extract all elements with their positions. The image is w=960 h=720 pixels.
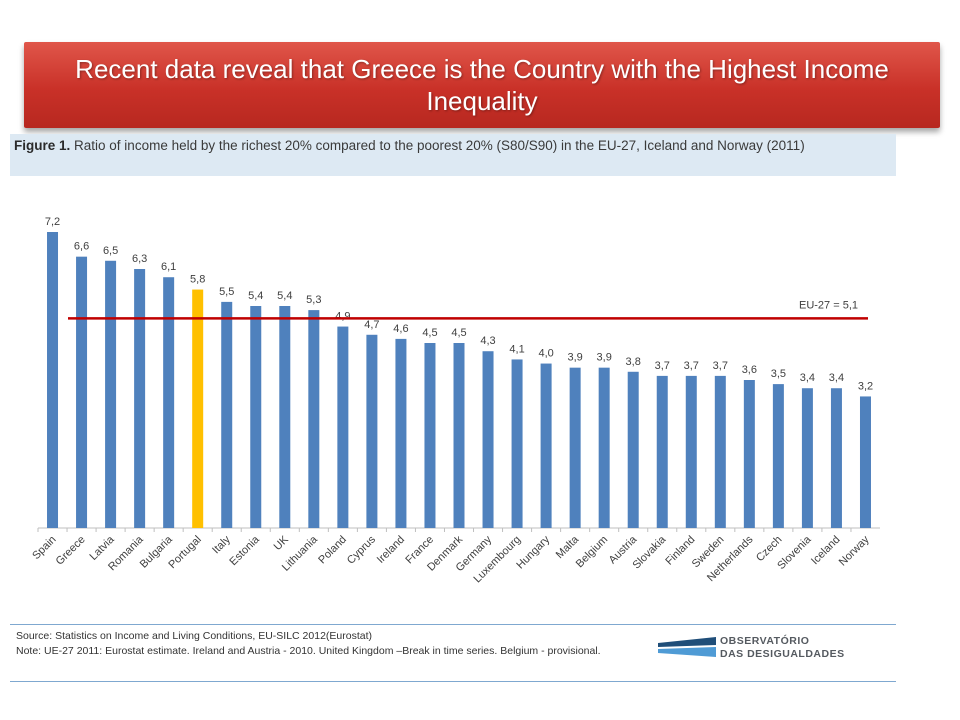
data-label: 3,7 — [655, 360, 670, 372]
bar-norway — [859, 396, 871, 528]
bar-finland — [685, 375, 697, 528]
data-label: 3,6 — [742, 364, 757, 376]
category-label: Cyprus — [345, 533, 378, 566]
bar-germany — [482, 351, 494, 528]
bar-sweden — [714, 375, 726, 528]
bar-slovakia — [656, 375, 668, 528]
category-label: Norway — [837, 533, 872, 568]
bar-belgium — [598, 367, 610, 528]
bar-hungary — [540, 363, 552, 528]
data-label: 4,7 — [364, 319, 379, 331]
data-label: 5,8 — [190, 274, 205, 286]
data-label: 5,3 — [306, 294, 321, 306]
chart-footer: Source: Statistics on Income and Living … — [10, 624, 896, 682]
category-label: Italy — [210, 533, 233, 556]
data-label: 4,5 — [422, 327, 437, 339]
bar-bulgaria — [163, 277, 175, 528]
income-ratio-bar-chart: 7,2Spain6,6Greece6,5Latvia6,3Romania6,1B… — [30, 216, 880, 585]
data-label: 4,5 — [451, 327, 466, 339]
data-label: 3,7 — [684, 360, 699, 372]
page-title: Recent data reveal that Greece is the Co… — [75, 54, 889, 116]
bar-czech — [772, 384, 784, 528]
bar-spain — [47, 232, 59, 528]
data-label: 6,6 — [74, 241, 89, 253]
data-label: 3,2 — [858, 380, 873, 392]
bar-iceland — [830, 388, 842, 528]
category-label: Belgium — [574, 534, 611, 571]
bar-denmark — [453, 343, 465, 528]
bar-latvia — [105, 260, 117, 528]
category-label: UK — [272, 533, 292, 553]
bar-uk — [279, 306, 291, 528]
logo-text: OBSERVATÓRIO DAS DESIGUALDADES — [720, 635, 845, 661]
data-label: 4,6 — [393, 323, 408, 335]
data-label: 7,2 — [45, 216, 60, 228]
data-label: 4,0 — [538, 348, 553, 360]
data-label: 3,4 — [800, 372, 815, 384]
bar-malta — [569, 367, 581, 528]
data-label: 4,3 — [480, 335, 495, 347]
bar-france — [424, 343, 436, 528]
bar-romania — [134, 269, 146, 528]
bar-lithuania — [308, 310, 320, 528]
data-label: 4,1 — [509, 343, 524, 355]
bar-estonia — [250, 306, 262, 528]
data-label: 6,5 — [103, 245, 118, 257]
logo-mark-icon — [658, 637, 716, 657]
data-label: 3,9 — [597, 352, 612, 364]
data-label: 3,9 — [567, 352, 582, 364]
figure-label: Figure 1. — [14, 138, 71, 153]
data-label: 5,4 — [277, 290, 292, 302]
logo-line-2: DAS DESIGUALDADES — [720, 648, 845, 660]
bar-greece — [76, 256, 88, 528]
bar-portugal — [192, 289, 204, 528]
data-label: 3,4 — [829, 372, 844, 384]
category-label: Portugal — [166, 534, 203, 571]
data-label: 4,9 — [335, 311, 350, 323]
logo-line-1: OBSERVATÓRIO — [720, 635, 810, 647]
bar-ireland — [395, 338, 407, 528]
category-label: Ireland — [375, 534, 407, 566]
category-label: Greece — [54, 534, 88, 568]
bar-poland — [337, 326, 349, 528]
observatorio-logo: OBSERVATÓRIO DAS DESIGUALDADES — [658, 633, 888, 665]
bar-cyprus — [366, 334, 378, 528]
bar-italy — [221, 301, 233, 528]
data-label: 5,4 — [248, 290, 263, 302]
note-text: Note: UE-27 2011: Eurostat estimate. Ire… — [16, 645, 601, 657]
data-label: 5,5 — [219, 286, 234, 298]
bar-slovenia — [801, 388, 813, 528]
bar-luxembourg — [511, 359, 523, 528]
figure-caption: Figure 1. Ratio of income held by the ri… — [10, 134, 896, 176]
category-label: Slovakia — [630, 533, 669, 572]
bar-austria — [627, 371, 639, 528]
eu27-average-label: EU-27 = 5,1 — [799, 299, 858, 311]
category-label: Poland — [316, 534, 349, 567]
figure-caption-text: Ratio of income held by the richest 20% … — [74, 138, 805, 153]
source-text: Source: Statistics on Income and Living … — [16, 630, 373, 642]
bar-netherlands — [743, 380, 755, 528]
title-banner: Recent data reveal that Greece is the Co… — [24, 42, 940, 128]
category-label: Estonia — [227, 533, 262, 568]
data-label: 6,1 — [161, 261, 176, 273]
data-label: 6,3 — [132, 253, 147, 265]
data-label: 3,7 — [713, 360, 728, 372]
data-label: 3,5 — [771, 368, 786, 380]
data-label: 3,8 — [626, 356, 641, 368]
source-note: Source: Statistics on Income and Living … — [16, 629, 656, 659]
